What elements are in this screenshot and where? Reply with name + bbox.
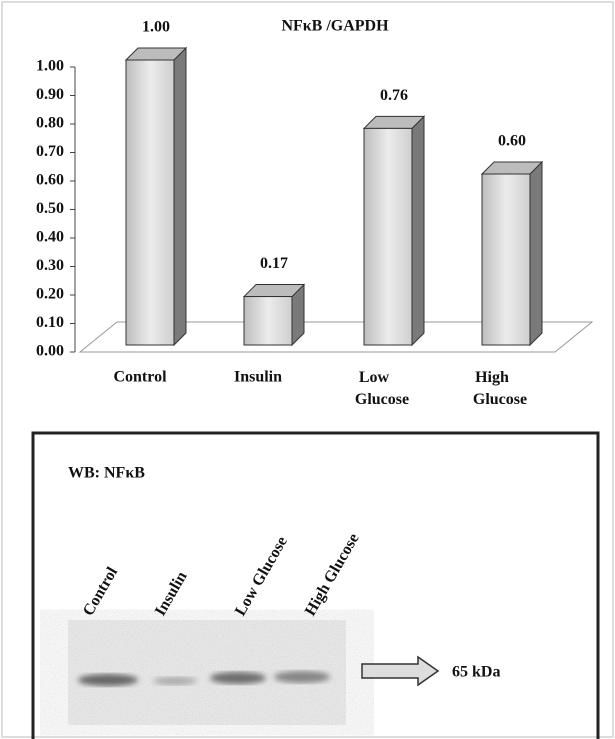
y-tick-label: 0.80: [36, 115, 64, 132]
band: [153, 677, 197, 685]
marker-label: 65 kDa: [452, 664, 500, 681]
y-tick-label: 0.20: [36, 286, 64, 303]
bar-side: [174, 48, 186, 345]
y-tick-label: 1.00: [36, 58, 64, 75]
y-tick-label: 0.00: [36, 343, 64, 360]
y-tick-label: 0.30: [36, 257, 64, 274]
lane-label: High Glucose: [302, 531, 363, 619]
y-tick-label: 0.10: [36, 314, 64, 331]
bar: [126, 60, 174, 345]
value-label: 0.76: [380, 87, 408, 104]
y-tick-label: 0.60: [36, 172, 64, 189]
chart-title: NFκB /GAPDH: [281, 18, 389, 35]
bar-side: [412, 116, 424, 345]
bar: [364, 128, 412, 345]
value-label: 1.00: [142, 19, 170, 36]
y-tick-label: 0.90: [36, 86, 64, 103]
x-tick-label: Control: [113, 369, 167, 386]
band: [78, 674, 138, 686]
bar-side: [530, 162, 542, 345]
value-label: 0.60: [498, 133, 526, 150]
bar: [244, 297, 292, 345]
x-tick-label: Insulin: [234, 369, 282, 386]
band: [274, 671, 330, 683]
y-tick-label: 0.70: [36, 143, 64, 160]
page: NFκB /GAPDH 0.00 0.10 0.20 0.30 0.40 0.50 0.60…: [0, 0, 615, 739]
bar: [482, 174, 530, 345]
y-tick-label: 0.50: [36, 200, 64, 217]
y-tick-label: 0.40: [36, 229, 64, 246]
lane-label: Insulin: [152, 569, 191, 619]
lane-label: Low Glucose: [232, 534, 291, 619]
lane-label: Control: [80, 564, 122, 619]
value-label: 0.17: [260, 255, 288, 272]
blot-title: WB: NFκB: [68, 465, 145, 482]
band: [210, 672, 266, 684]
arrow: [362, 657, 438, 685]
